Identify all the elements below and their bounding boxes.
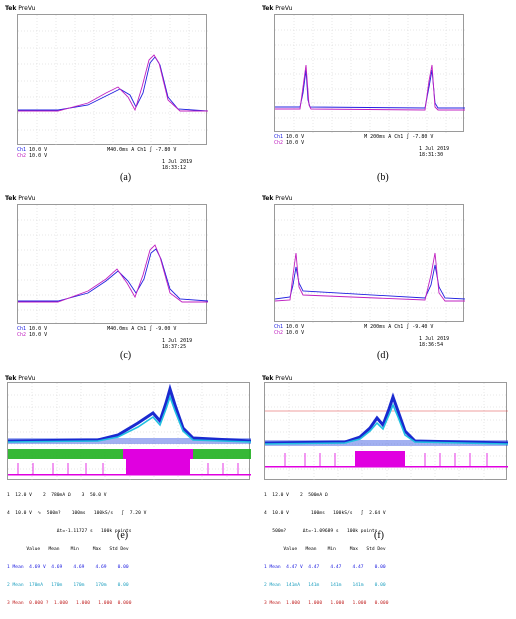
scope-header: Tek PreVu [5, 5, 35, 12]
ch1-trace [8, 383, 251, 443]
caption: (b) [377, 172, 389, 183]
digital-dense [126, 459, 190, 475]
panel-a: Tek PreVu Ch1 10.0 V M40.0ms A Ch1 ∫ -7.8… [5, 5, 250, 190]
scope-header: Tek PreVu [5, 195, 36, 202]
caption: (f) [374, 530, 384, 541]
readout-panel: 1 12.0 V 2 780mA Ω 3 50.0 V 4 10.0 V ∿ 5… [7, 493, 147, 606]
caption: (d) [377, 350, 389, 361]
scope-header: Tek PreVu [262, 375, 293, 382]
waveform-plot [18, 205, 208, 325]
waveform-grid [17, 14, 208, 146]
waveform-plot [265, 383, 508, 481]
ch1-noise-band [8, 438, 251, 444]
scope-header: Tek PreVu [262, 5, 293, 12]
digital-burst [355, 451, 405, 467]
waveform-plot [275, 15, 465, 133]
waveform-plot [8, 383, 251, 481]
ch2-trace [275, 252, 465, 302]
waveform-grid [264, 382, 508, 481]
readout-panel: 1 12.0 V 2 500mA Ω 4 10.0 V 100ms 100kS/… [264, 493, 389, 606]
panel-e: Tek PreVu 1 12.0 V 2 780mA Ω 3 50.0 V 4 … [5, 375, 255, 606]
waveform-grid [17, 204, 208, 325]
waveform-grid [274, 204, 465, 323]
mode-label: PreVu [18, 5, 36, 12]
scope-footer: Ch1 10.0 V M40.0ms A Ch1 ∫ -9.00 V Ch2 10… [17, 326, 193, 350]
ch1-trace [18, 248, 208, 302]
panel-c: Tek PreVu Ch1 10.0 V M40.0ms A Ch1 ∫ -9.0… [5, 195, 250, 370]
waveform-grid [7, 382, 251, 481]
scope-header: Tek PreVu [5, 375, 36, 382]
scope-footer: Ch1 10.0 V M40.0ms A Ch1 ∫ -7.80 V Ch2 10… [17, 147, 193, 171]
waveform-plot [18, 15, 208, 146]
ch1-trace [18, 56, 208, 112]
caption: (e) [117, 530, 129, 541]
ch3-trace [8, 394, 251, 443]
ch1-noise-band [265, 440, 508, 446]
digital-burst [123, 449, 193, 459]
ch1-trace [275, 264, 465, 300]
waveform-grid [274, 14, 465, 133]
ch2-trace [18, 244, 208, 303]
caption: (c) [120, 350, 132, 361]
ch1-trace [265, 392, 508, 445]
waveform-plot [275, 205, 465, 323]
ch3-trace [265, 402, 508, 445]
brand-label: Tek [5, 5, 17, 12]
scope-header: Tek PreVu [262, 195, 293, 202]
panel-f: Tek PreVu 1 12.0 V 2 500mA Ω 4 10.0 V 10… [262, 375, 512, 606]
ch1-trace [275, 69, 465, 109]
caption: (a) [120, 172, 132, 183]
ch2-trace [275, 64, 465, 111]
ch2-trace [18, 54, 208, 112]
